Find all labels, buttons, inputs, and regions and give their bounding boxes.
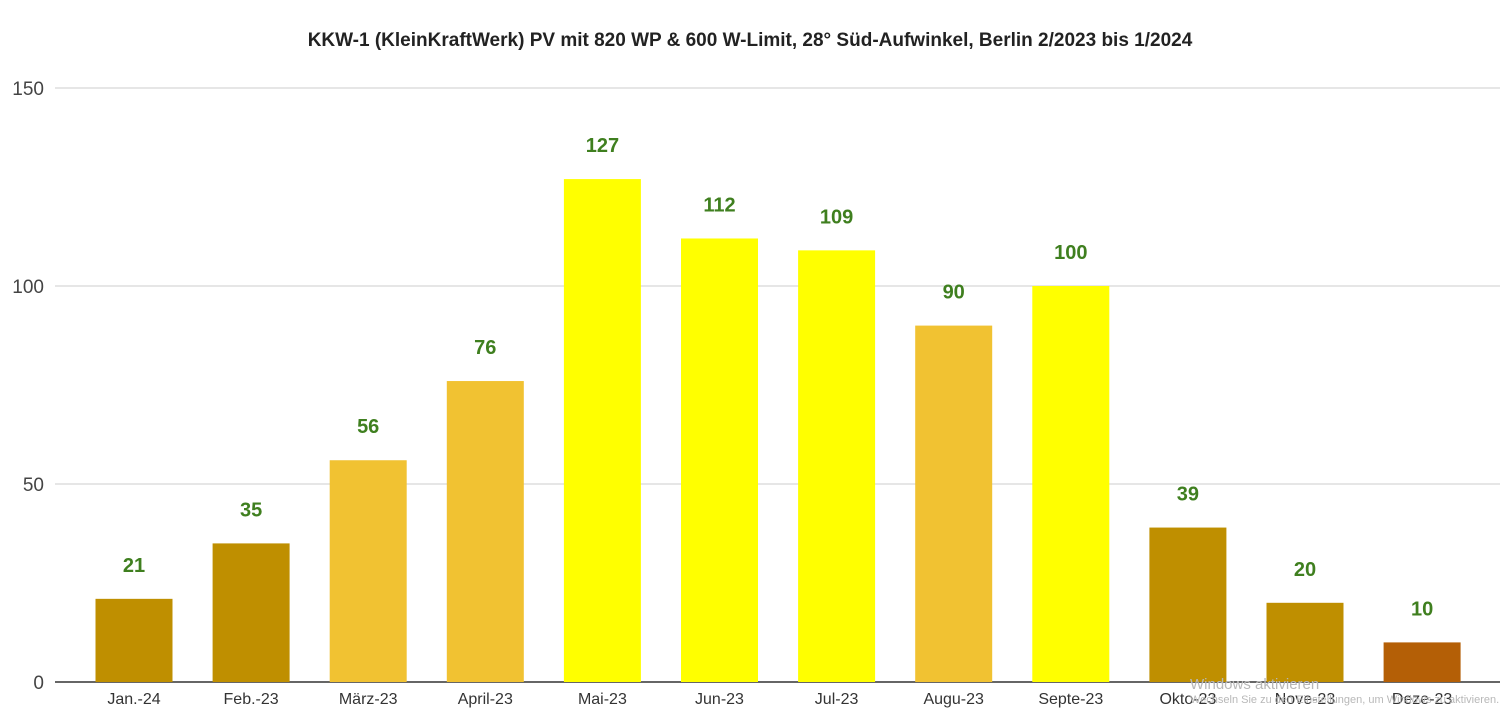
x-tick-label: Nove-23 [1275, 691, 1336, 708]
data-label: 10 [1411, 598, 1433, 620]
bar [681, 238, 758, 683]
bar [1032, 286, 1110, 682]
data-label: 20 [1294, 559, 1316, 581]
x-tick-label: Septe-23 [1038, 691, 1103, 708]
y-tick-label: 0 [33, 673, 44, 694]
bar [446, 381, 524, 682]
chart-title: KKW-1 (KleinKraftWerk) PV mit 820 WP & 6… [307, 30, 1193, 51]
bars [95, 179, 1461, 683]
x-tick-label: Jun-23 [695, 691, 744, 708]
data-label: 21 [123, 555, 145, 577]
data-label: 109 [820, 206, 853, 228]
x-tick-label: Feb.-23 [224, 691, 279, 708]
bar [1266, 602, 1344, 682]
data-label: 100 [1054, 242, 1087, 264]
bar [1383, 642, 1461, 682]
x-tick-label: März-23 [339, 691, 398, 708]
x-tick-label: Augu-23 [923, 691, 984, 708]
data-labels: 21 35 56 76 127 112 109 90 100 39 20 10 [123, 135, 1433, 620]
gridlines [55, 87, 1500, 683]
y-tick-label: 100 [12, 277, 44, 298]
data-label: 39 [1177, 484, 1199, 506]
data-label: 76 [474, 337, 496, 359]
x-tick-label: April-23 [458, 691, 513, 708]
bar [1149, 527, 1227, 682]
bar [212, 543, 290, 682]
bar [329, 460, 407, 682]
data-label: 112 [703, 194, 735, 216]
bar [563, 179, 641, 682]
bar [95, 598, 173, 682]
data-label: 90 [943, 282, 965, 304]
y-tick-label: 150 [12, 79, 44, 100]
y-tick-label: 50 [23, 475, 44, 496]
x-axis-ticks: Jan.-24 Feb.-23 März-23 April-23 Mai-23 Jun-2… [107, 691, 1452, 708]
data-label: 35 [240, 499, 262, 521]
data-label: 127 [586, 135, 619, 157]
x-tick-label: Jan.-24 [107, 691, 160, 708]
bar [915, 325, 993, 682]
data-label: 56 [357, 416, 379, 438]
x-tick-label: Mai-23 [578, 691, 627, 708]
bar [798, 250, 876, 683]
x-tick-label: Deze-23 [1392, 691, 1453, 708]
x-tick-label: Jul-23 [815, 691, 859, 708]
y-axis-ticks: 0 50 100 150 [12, 79, 44, 694]
x-tick-label: Okto-23 [1159, 691, 1216, 708]
